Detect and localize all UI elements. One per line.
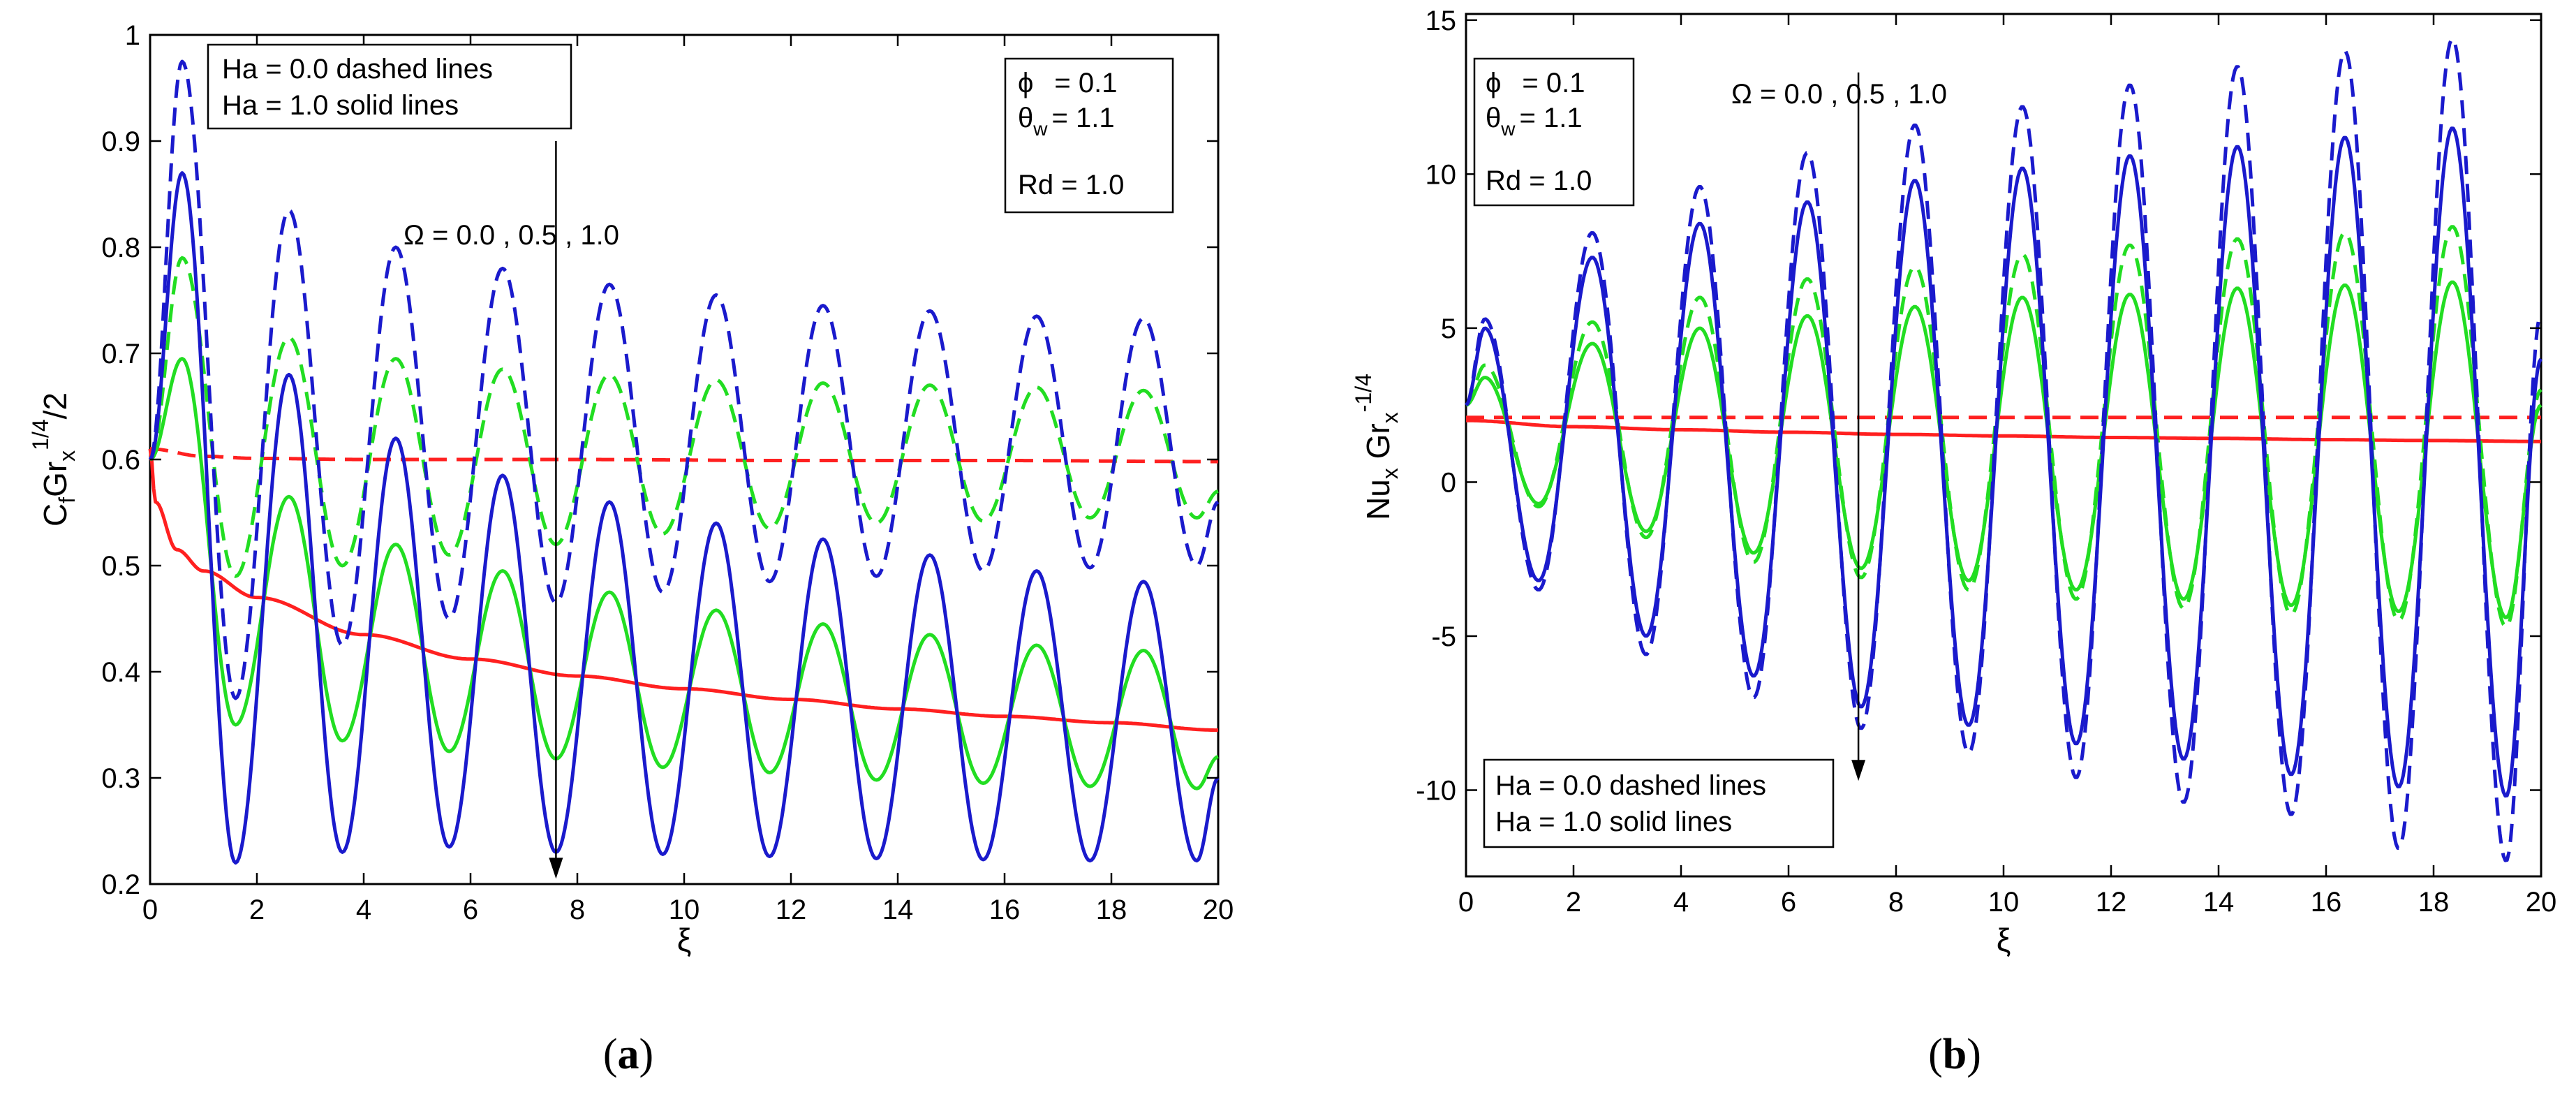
param-rd-a: Rd = 1.0 xyxy=(1018,170,1124,200)
y-tick-label-b-2: 0 xyxy=(1441,467,1456,498)
y-axis-label-a: CfGrx1/4/2 xyxy=(28,392,80,527)
legend-dashed-b: Ha = 0.0 dashed lines xyxy=(1495,770,1766,801)
param-rd-b: Rd = 1.0 xyxy=(1486,165,1592,196)
x-tick-label-a-6: 12 xyxy=(776,895,807,925)
x-tick-label-a-8: 16 xyxy=(989,895,1021,925)
panel-label-b: (b) xyxy=(1928,1031,1981,1078)
series-line-b-5 xyxy=(1465,126,2543,798)
param-phi-b: ϕ = 0.1 xyxy=(1486,68,1585,98)
omega-annotation-a: Ω = 0.0 , 0.5 , 1.0 xyxy=(404,220,619,251)
series-group-b xyxy=(1465,37,2543,862)
x-tick-label-b-10: 20 xyxy=(2526,887,2557,918)
series-line-a-3 xyxy=(149,357,1219,790)
x-tick-label-a-5: 10 xyxy=(669,895,700,925)
style-legend-box-a xyxy=(207,43,572,130)
x-tick-label-a-4: 8 xyxy=(570,895,585,925)
y-tick-label-a-3: 0.5 xyxy=(101,551,140,582)
omega-arrowhead-b xyxy=(1851,760,1866,781)
y-tick-label-b-1: -5 xyxy=(1431,621,1456,652)
y-tick-label-b-4: 10 xyxy=(1426,159,1457,190)
series-line-a-0 xyxy=(150,447,1218,464)
y-tick-label-a-7: 0.9 xyxy=(101,126,140,157)
x-tick-label-b-8: 16 xyxy=(2311,887,2342,918)
y-tick-label-b-0: -10 xyxy=(1416,776,1456,807)
y-tick-label-a-1: 0.3 xyxy=(101,763,140,794)
x-tick-label-b-5: 10 xyxy=(1988,887,2020,918)
y-tick-label-a-2: 0.4 xyxy=(101,657,140,688)
x-tick-label-b-1: 2 xyxy=(1566,887,1581,918)
y-tick-label-a-0: 0.2 xyxy=(101,869,140,900)
omega-arrowhead-a xyxy=(549,858,563,879)
param-legend-b: ϕ = 0.1 θw = 1.1 Rd = 1.0 xyxy=(1473,57,1635,207)
param-legend-a: ϕ = 0.1 θw = 1.1 Rd = 1.0 xyxy=(1004,57,1174,214)
style-legend-a: Ha = 0.0 dashed lines Ha = 1.0 solid lin… xyxy=(207,43,572,130)
param-legend-box-b xyxy=(1473,57,1635,207)
series-line-a-1 xyxy=(148,448,1218,733)
plot-area-b xyxy=(1465,13,2542,878)
series-line-a-2 xyxy=(149,256,1219,578)
y-axis-label-b: Nux Grx-1/4 xyxy=(1351,374,1402,520)
param-phi-a: ϕ = 0.1 xyxy=(1018,68,1117,98)
series-line-a-4 xyxy=(148,59,1220,700)
y-tick-label-a-6: 0.8 xyxy=(101,233,140,263)
x-tick-label-b-3: 6 xyxy=(1781,887,1796,918)
series-line-b-3 xyxy=(1465,280,2542,619)
x-tick-label-a-10: 20 xyxy=(1203,895,1234,925)
legend-dashed-a: Ha = 0.0 dashed lines xyxy=(222,54,493,84)
series-group-a xyxy=(148,59,1220,865)
param-theta-b: θw = 1.1 xyxy=(1486,103,1583,140)
legend-solid-b: Ha = 1.0 solid lines xyxy=(1495,807,1732,837)
x-tick-label-b-0: 0 xyxy=(1458,887,1474,918)
y-tick-label-a-8: 1 xyxy=(125,20,140,51)
x-axis-label-a: ξ xyxy=(677,922,692,958)
x-tick-label-a-3: 6 xyxy=(463,895,478,925)
y-tick-label-b-5: 15 xyxy=(1426,6,1457,36)
x-tick-label-a-9: 18 xyxy=(1096,895,1127,925)
x-tick-label-a-1: 2 xyxy=(249,895,265,925)
x-tick-label-b-4: 8 xyxy=(1888,887,1904,918)
style-legend-box-b xyxy=(1483,758,1835,848)
x-tick-label-a-2: 4 xyxy=(356,895,371,925)
x-tick-label-b-9: 18 xyxy=(2418,887,2450,918)
series-line-b-1 xyxy=(1466,418,2541,443)
x-tick-label-b-6: 12 xyxy=(2096,887,2127,918)
panel-b: 0 2 4 6 8 10 12 14 16 18 20 -10 -5 0 5 10 15 Nux Grx-1/4… xyxy=(1351,6,2556,1078)
y-tick-label-a-4: 0.6 xyxy=(101,445,140,476)
omega-annotation-b: Ω = 0.0 , 0.5 , 1.0 xyxy=(1731,79,1947,110)
y-tick-label-b-3: 5 xyxy=(1441,314,1456,344)
legend-solid-a: Ha = 1.0 solid lines xyxy=(222,90,459,121)
panel-a: 0 2 4 6 8 10 12 14 16 18 20 0.2 0.3 0.4 0.5 0.6 0.7 0.8 0.… xyxy=(28,20,1234,1078)
param-legend-box-a xyxy=(1004,57,1174,214)
x-tick-label-b-2: 4 xyxy=(1673,887,1689,918)
ticks-group-a: 0 2 4 6 8 10 12 14 16 18 20 0.2 0.3 0.4 0.5 0.6 0.7 0.8 0.… xyxy=(101,20,1234,925)
series-line-a-5 xyxy=(149,171,1220,865)
ticks-group-b: 0 2 4 6 8 10 12 14 16 18 20 -10 -5 0 5 10 15 xyxy=(1416,6,2556,918)
param-theta-a: θw = 1.1 xyxy=(1018,103,1115,140)
x-tick-label-b-7: 14 xyxy=(2203,887,2235,918)
x-axis-label-b: ξ xyxy=(1997,922,2011,958)
series-line-b-4 xyxy=(1465,37,2543,862)
panel-label-a: (a) xyxy=(603,1031,653,1078)
y-tick-label-a-5: 0.7 xyxy=(101,339,140,369)
x-tick-label-a-0: 0 xyxy=(142,895,158,925)
style-legend-b: Ha = 0.0 dashed lines Ha = 1.0 solid lin… xyxy=(1483,758,1835,848)
x-tick-label-a-7: 14 xyxy=(882,895,914,925)
